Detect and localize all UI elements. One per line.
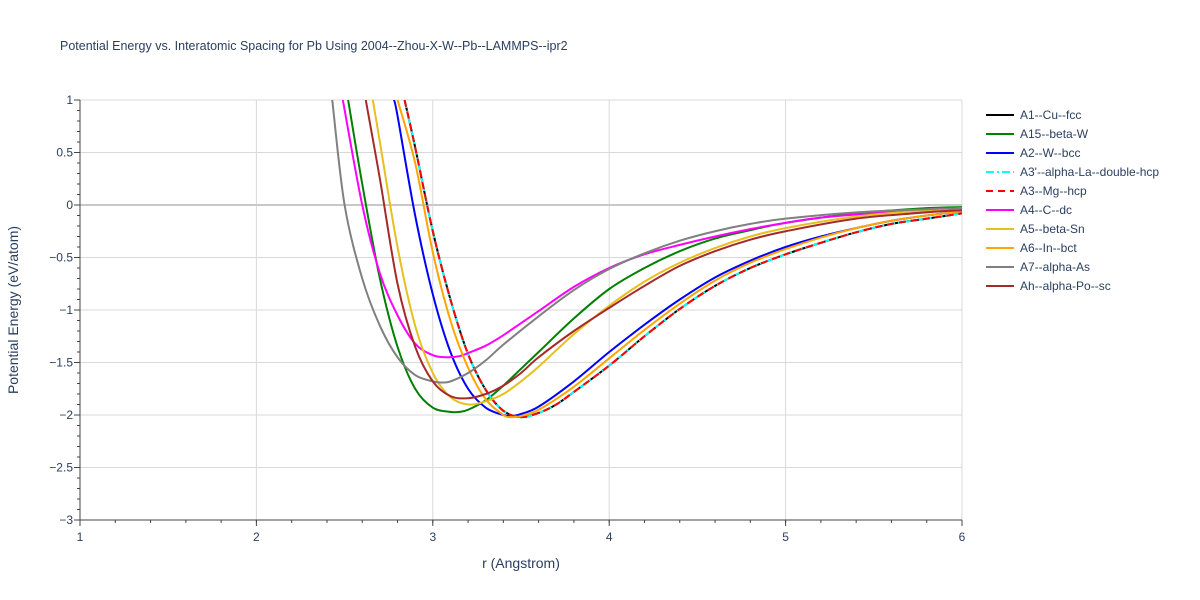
legend-label: A2--W--bcc bbox=[1020, 146, 1080, 160]
chart-title: Potential Energy vs. Interatomic Spacing… bbox=[60, 39, 568, 53]
series-line-0 bbox=[403, 100, 962, 419]
x-tick-label: 4 bbox=[606, 530, 613, 544]
legend-label: A4--C--dc bbox=[1020, 203, 1072, 217]
series-line-9 bbox=[364, 100, 962, 400]
series-line-5 bbox=[341, 100, 962, 359]
x-axis-title: r (Angstrom) bbox=[482, 555, 560, 571]
y-tick-label: 1 bbox=[66, 93, 73, 107]
grid-layer bbox=[80, 99, 963, 520]
legend-label: A3--Mg--hcp bbox=[1020, 184, 1087, 198]
series-line-6 bbox=[371, 100, 962, 406]
y-tick-label: 0 bbox=[66, 198, 73, 212]
legend-label: A15--beta-W bbox=[1020, 127, 1089, 141]
legend-item[interactable]: A15--beta-W bbox=[986, 127, 1089, 141]
legend-label: A3'--alpha-La--double-hcp bbox=[1020, 165, 1159, 179]
legend-item[interactable]: A5--beta-Sn bbox=[986, 222, 1085, 236]
y-tick-label: −3 bbox=[59, 513, 73, 527]
x-tick-label: 1 bbox=[77, 530, 84, 544]
y-tick-label: −1.5 bbox=[49, 356, 73, 370]
legend-item[interactable]: A1--Cu--fcc bbox=[986, 108, 1081, 122]
legend-label: A1--Cu--fcc bbox=[1020, 108, 1081, 122]
legend-item[interactable]: A3--Mg--hcp bbox=[986, 184, 1087, 198]
series-line-1 bbox=[347, 100, 962, 414]
legend-label: A5--beta-Sn bbox=[1020, 222, 1085, 236]
y-tick-label: −2.5 bbox=[49, 461, 73, 475]
legend-item[interactable]: A6--In--bct bbox=[986, 241, 1077, 255]
y-tick-label: 0.5 bbox=[56, 146, 73, 160]
y-tick-label: −0.5 bbox=[49, 251, 73, 265]
legend-item[interactable]: A3'--alpha-La--double-hcp bbox=[986, 165, 1159, 179]
legend-item[interactable]: A7--alpha-As bbox=[986, 260, 1090, 274]
y-tick-label: −1 bbox=[59, 303, 73, 317]
legend-label: A6--In--bct bbox=[1020, 241, 1077, 255]
series-line-7 bbox=[396, 100, 962, 419]
y-axis-title: Potential Energy (eV/atom) bbox=[5, 226, 21, 394]
x-tick-label: 3 bbox=[429, 530, 436, 544]
legend-item[interactable]: Ah--alpha-Po--sc bbox=[986, 279, 1111, 293]
legend-item[interactable]: A2--W--bcc bbox=[986, 146, 1080, 160]
series-line-2 bbox=[393, 100, 962, 418]
y-tick-label: −2 bbox=[59, 408, 73, 422]
series-line-4 bbox=[403, 100, 962, 419]
series-line-3 bbox=[403, 100, 962, 419]
legend-item[interactable]: A4--C--dc bbox=[986, 203, 1072, 217]
axes-layer: 1 2 3 4 5 6 1 0.5 0 −0.5 −1 −1.5 −2 −2.5 −3 bbox=[49, 93, 965, 544]
x-tick-label: 6 bbox=[959, 530, 966, 544]
legend-label: A7--alpha-As bbox=[1020, 260, 1090, 274]
x-tick-label: 5 bbox=[782, 530, 789, 544]
series-layer bbox=[331, 100, 962, 419]
x-tick-label: 2 bbox=[253, 530, 260, 544]
series-line-8 bbox=[331, 100, 962, 384]
legend[interactable]: A1--Cu--fcc A15--beta-W A2--W--bcc A3'--alp… bbox=[986, 108, 1159, 293]
legend-label: Ah--alpha-Po--sc bbox=[1020, 279, 1111, 293]
